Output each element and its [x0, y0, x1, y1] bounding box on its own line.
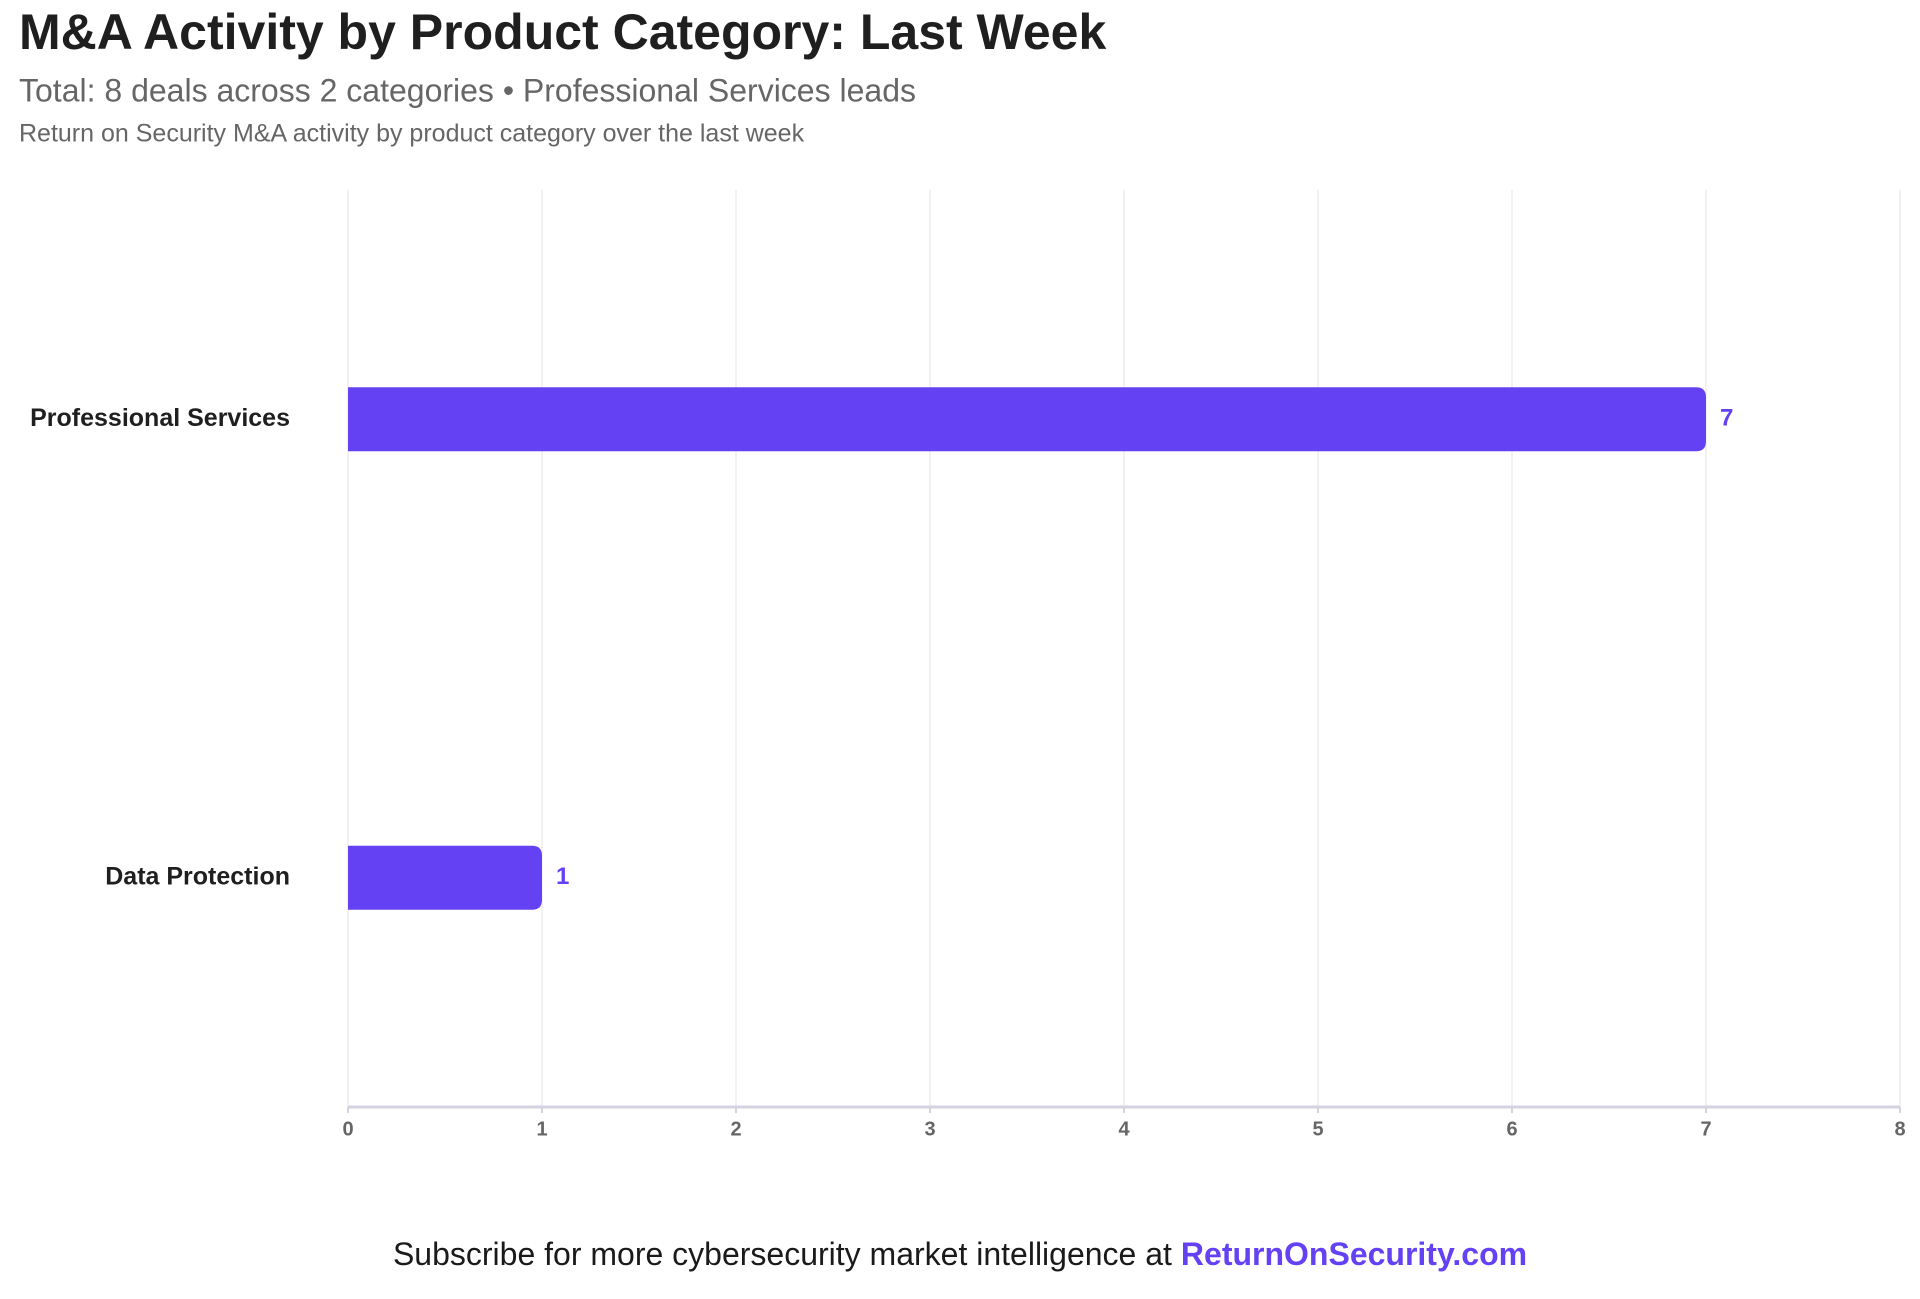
bar — [348, 387, 1706, 452]
x-tick-label: 1 — [536, 1118, 547, 1140]
x-tick-label: 6 — [1506, 1118, 1517, 1140]
value-label: 1 — [556, 863, 569, 890]
x-tick-label: 5 — [1312, 1118, 1323, 1140]
footer-text: Subscribe for more cybersecurity market … — [392, 1236, 1172, 1272]
chart-subtitle: Total: 8 deals across 2 categories • Pro… — [19, 72, 916, 108]
bar — [348, 845, 542, 910]
x-tick-label: 3 — [924, 1118, 935, 1140]
x-tick-label: 2 — [730, 1118, 741, 1140]
x-tick-label: 0 — [342, 1118, 353, 1140]
footer-link[interactable]: ReturnOnSecurity.com — [1180, 1236, 1528, 1272]
chart-description: Return on Security M&A activity by produ… — [19, 120, 805, 148]
x-tick-label: 4 — [1118, 1118, 1130, 1140]
x-tick-label: 8 — [1894, 1118, 1905, 1140]
footer: Subscribe for more cybersecurity market … — [0, 1236, 1920, 1273]
value-label: 7 — [1720, 405, 1733, 432]
x-tick-label: 7 — [1700, 1118, 1711, 1140]
y-tick-label: Data Protection — [105, 862, 290, 890]
y-tick-label: Professional Services — [30, 404, 290, 432]
chart-title: M&A Activity by Product Category: Last W… — [19, 4, 1106, 60]
